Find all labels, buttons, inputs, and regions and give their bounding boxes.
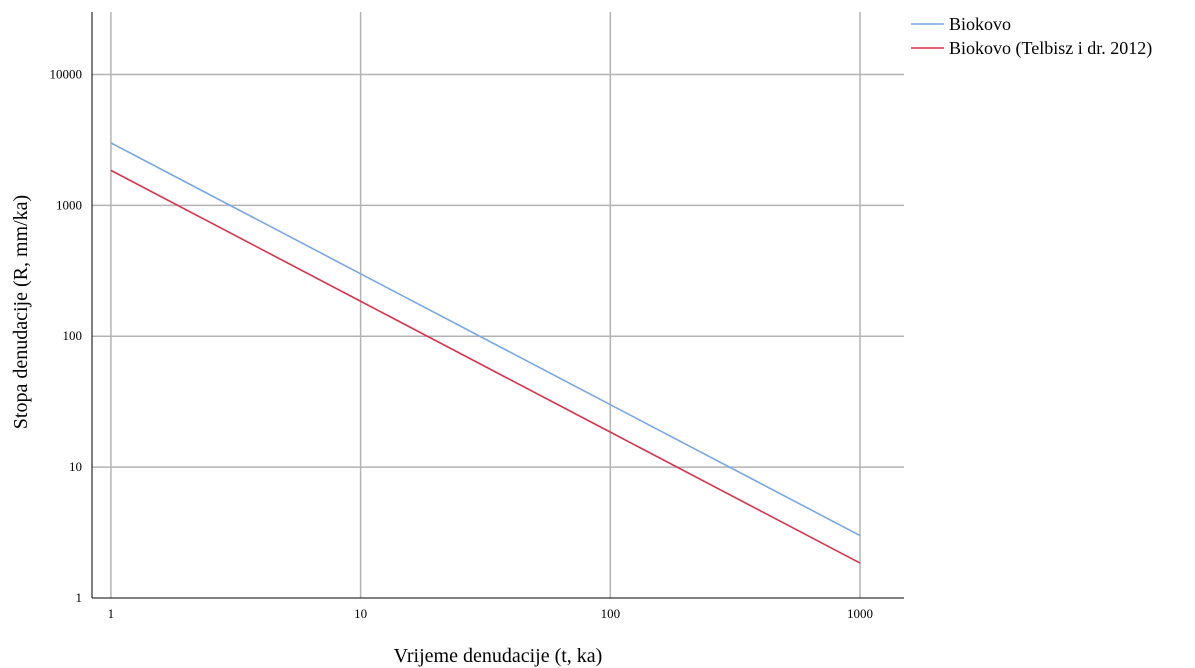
y-tick-label: 1 — [76, 590, 83, 605]
legend: Biokovo Biokovo (Telbisz i dr. 2012) — [911, 14, 1152, 59]
x-tick-label: 1000 — [847, 606, 873, 621]
y-tick-label: 1000 — [56, 197, 82, 212]
y-tick-label: 100 — [63, 328, 83, 343]
series-line — [110, 169, 861, 564]
x-tick-label: 100 — [601, 606, 621, 621]
grid-lines — [92, 12, 904, 598]
y-tick-labels: 1 10 100 1000 10000 — [50, 66, 83, 605]
legend-label: Biokovo (Telbisz i dr. 2012) — [949, 38, 1152, 59]
legend-label: Biokovo — [949, 14, 1011, 34]
series-lines — [110, 142, 861, 564]
y-axis-title: Stopa denudacije (R, mm/ka) — [10, 195, 32, 429]
x-tick-label: 10 — [354, 606, 367, 621]
x-tick-label: 1 — [108, 606, 115, 621]
axes — [91, 12, 904, 599]
y-tick-label: 10000 — [50, 66, 83, 81]
x-axis-title: Vrijeme denudacije (t, ka) — [394, 645, 603, 667]
series-line — [110, 142, 861, 537]
x-tick-labels: 1 10 100 1000 — [108, 606, 873, 621]
y-tick-label: 10 — [69, 459, 82, 474]
